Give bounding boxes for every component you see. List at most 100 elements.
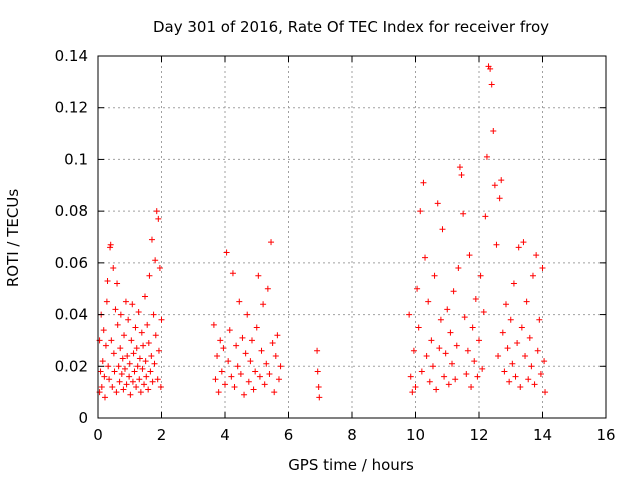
data-point bbox=[469, 324, 476, 331]
data-point bbox=[119, 355, 126, 362]
data-point bbox=[314, 347, 321, 354]
data-point bbox=[137, 389, 144, 396]
data-point bbox=[444, 306, 451, 313]
data-point bbox=[415, 324, 422, 331]
data-point bbox=[541, 358, 548, 365]
data-point bbox=[215, 389, 222, 396]
data-point bbox=[148, 236, 155, 243]
data-point bbox=[123, 381, 130, 388]
data-point bbox=[129, 378, 136, 385]
y-tick-label: 0.06 bbox=[55, 254, 88, 272]
data-point bbox=[107, 244, 114, 251]
data-point bbox=[98, 383, 105, 390]
data-point bbox=[134, 363, 141, 370]
data-point bbox=[499, 329, 506, 336]
data-point bbox=[147, 368, 154, 375]
data-point bbox=[229, 270, 236, 277]
data-point bbox=[420, 179, 427, 186]
data-point bbox=[460, 210, 467, 217]
data-point bbox=[490, 127, 497, 134]
data-point bbox=[139, 365, 146, 372]
x-tick-label: 14 bbox=[533, 426, 552, 444]
data-point bbox=[217, 337, 224, 344]
data-point bbox=[514, 340, 521, 347]
data-point bbox=[277, 363, 284, 370]
y-tick-label: 0.02 bbox=[55, 357, 88, 375]
data-point bbox=[474, 373, 481, 380]
data-point bbox=[154, 376, 161, 383]
data-point bbox=[406, 311, 413, 318]
data-point bbox=[314, 368, 321, 375]
ticks-layer bbox=[97, 55, 607, 419]
data-point bbox=[266, 371, 273, 378]
data-point bbox=[103, 298, 110, 305]
data-point bbox=[491, 182, 498, 189]
data-point bbox=[157, 383, 164, 390]
data-point bbox=[269, 340, 276, 347]
chart-title: Day 301 of 2016, Rate Of TEC Index for r… bbox=[153, 18, 549, 36]
data-point bbox=[507, 316, 514, 323]
data-point bbox=[107, 241, 114, 248]
data-point bbox=[479, 365, 486, 372]
data-point bbox=[128, 337, 135, 344]
data-point bbox=[429, 363, 436, 370]
data-point bbox=[140, 342, 147, 349]
data-point bbox=[517, 383, 524, 390]
x-tick-labels: 0 2 4 6 8 10 12 14 16 bbox=[93, 426, 615, 444]
data-point bbox=[138, 329, 145, 336]
data-point bbox=[233, 342, 240, 349]
data-point bbox=[412, 383, 419, 390]
data-point bbox=[466, 252, 473, 259]
data-point bbox=[212, 376, 219, 383]
data-point bbox=[463, 371, 470, 378]
data-point bbox=[150, 311, 157, 318]
data-point bbox=[144, 321, 151, 328]
x-tick-label: 6 bbox=[284, 426, 294, 444]
data-point bbox=[472, 296, 479, 303]
data-point bbox=[117, 311, 124, 318]
data-point bbox=[141, 381, 148, 388]
data-point bbox=[145, 386, 152, 393]
x-tick-label: 16 bbox=[596, 426, 615, 444]
data-point bbox=[504, 345, 511, 352]
data-point bbox=[156, 265, 163, 272]
data-point bbox=[146, 272, 153, 279]
data-point bbox=[445, 381, 452, 388]
data-point bbox=[143, 373, 150, 380]
data-point bbox=[121, 365, 128, 372]
data-point bbox=[115, 363, 122, 370]
y-tick-label: 0.12 bbox=[55, 99, 88, 117]
data-point bbox=[131, 368, 138, 375]
data-point bbox=[231, 383, 238, 390]
data-point bbox=[210, 321, 217, 328]
data-point bbox=[127, 391, 134, 398]
data-point bbox=[464, 347, 471, 354]
data-point bbox=[488, 81, 495, 88]
data-point bbox=[158, 316, 165, 323]
x-tick-label: 8 bbox=[347, 426, 357, 444]
y-tick-label: 0.04 bbox=[55, 306, 88, 324]
data-point bbox=[111, 368, 118, 375]
data-point bbox=[525, 376, 532, 383]
data-point bbox=[476, 337, 482, 344]
data-point bbox=[437, 316, 444, 323]
data-point bbox=[264, 285, 271, 292]
data-point bbox=[528, 363, 535, 370]
data-point bbox=[100, 327, 107, 334]
data-point bbox=[130, 350, 137, 357]
data-point bbox=[510, 280, 517, 287]
data-point bbox=[428, 337, 435, 344]
data-point bbox=[234, 363, 241, 370]
data-point bbox=[482, 213, 489, 220]
data-point bbox=[132, 324, 139, 331]
data-point bbox=[97, 368, 104, 375]
data-point bbox=[436, 345, 443, 352]
data-point bbox=[126, 360, 133, 367]
data-point bbox=[117, 345, 124, 352]
data-point bbox=[110, 350, 117, 357]
data-point bbox=[426, 378, 433, 385]
data-point bbox=[471, 358, 478, 365]
